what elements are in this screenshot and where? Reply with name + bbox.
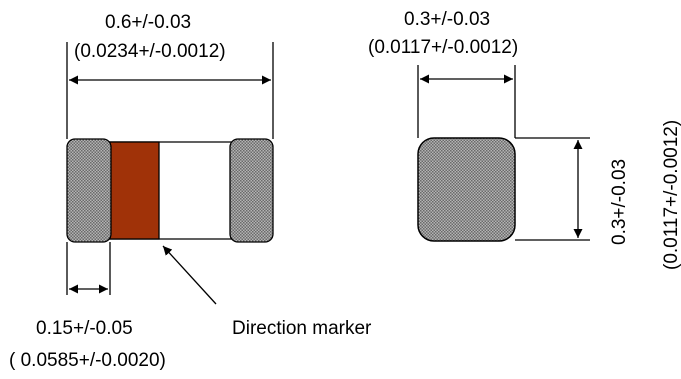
- length-dim-inch-label: (0.0234+/-0.0012): [74, 41, 226, 62]
- terminal-dim-label: 0.15+/-0.05: [36, 318, 133, 339]
- end-face: [417, 137, 516, 242]
- direction-marker-label: Direction marker: [232, 318, 372, 339]
- terminal-dim-inch-label: ( 0.0585+/-0.0020): [9, 350, 166, 371]
- side-view: 0.3+/-0.03 (0.0117+/-0.0012) 0.3+/-0.03 …: [368, 9, 681, 270]
- direction-marker-band: [109, 141, 160, 240]
- height-dim-label: 0.3+/-0.03: [609, 159, 630, 245]
- front-view: 0.6+/-0.03 (0.0234+/-0.0012) 0.15+/-0.05…: [9, 12, 372, 371]
- width-dim-label: 0.3+/-0.03: [404, 9, 490, 30]
- right-terminal: [229, 138, 274, 243]
- width-dim-inch-label: (0.0117+/-0.0012): [368, 37, 518, 58]
- left-terminal: [66, 138, 112, 243]
- height-dim-inch-label: (0.0117+/-0.0012): [661, 120, 681, 270]
- marker-leader-line: [162, 245, 217, 305]
- length-dim-label: 0.6+/-0.03: [105, 12, 191, 33]
